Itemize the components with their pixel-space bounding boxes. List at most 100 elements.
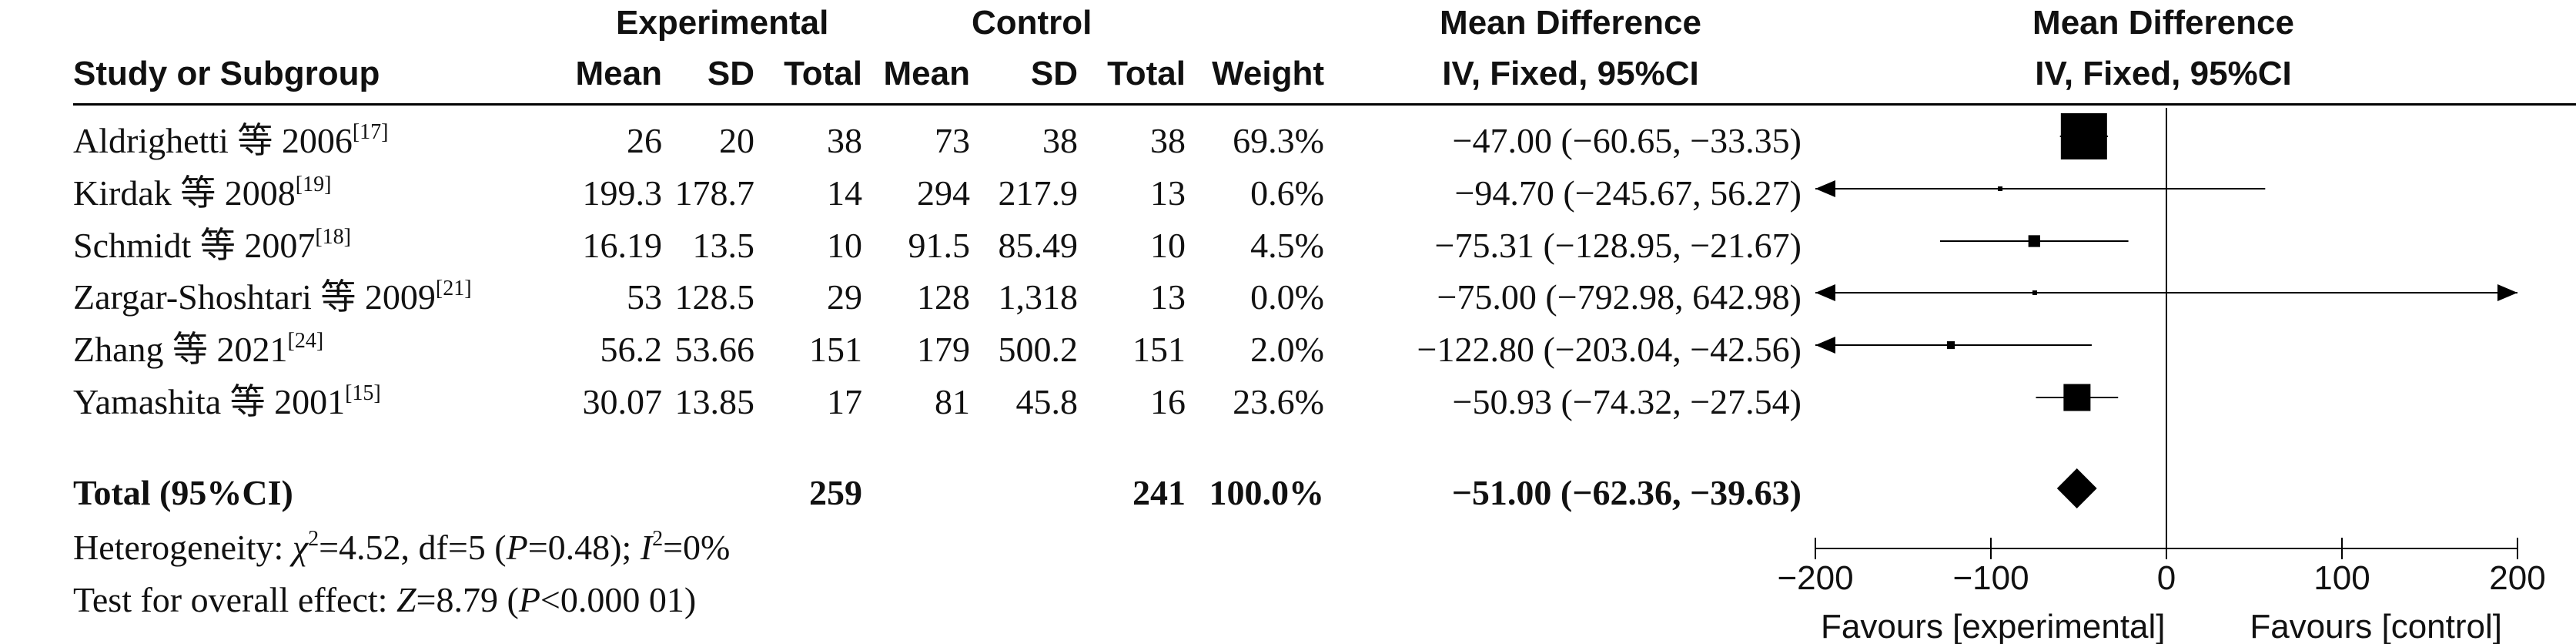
study-reference: [18] (315, 225, 351, 249)
ctrl-mean-cell: 294 (917, 173, 970, 213)
ctrl-sd-cell: 500.2 (998, 330, 1079, 369)
exp-mean-cell: 26 (627, 121, 662, 160)
study-reference: [21] (435, 277, 472, 300)
ctrl-sd-cell: 1,318 (998, 277, 1079, 317)
x-tick-label: 200 (2489, 559, 2545, 597)
exp-sd-cell: 13.85 (674, 382, 755, 421)
total-exp-n: 259 (809, 473, 862, 512)
ctrl-sd-cell: 38 (1042, 121, 1078, 160)
exp-total-cell: 38 (827, 121, 862, 160)
ctrl-total-cell: 38 (1150, 121, 1186, 160)
overall-effect-text: Test for overall effect: Z=8.79 (P<0.000… (73, 580, 697, 619)
total-label: Total (95%CI) (73, 473, 293, 512)
study-reference: [15] (345, 381, 381, 405)
study-reference: [17] (352, 120, 389, 144)
study-point (2063, 384, 2091, 411)
weight-cell: 69.3% (1233, 121, 1324, 160)
ctrl-mean-cell: 128 (917, 277, 970, 317)
exp-total-cell: 29 (827, 277, 862, 317)
ctrl-total-header: Total (1107, 55, 1186, 92)
study-point (1946, 340, 1955, 350)
exp-mean-cell: 16.19 (582, 226, 663, 265)
exp-total-header: Total (784, 55, 862, 92)
weight-cell: 0.6% (1250, 173, 1324, 213)
x-tick-label: 0 (2157, 559, 2176, 597)
ctrl-mean-cell: 179 (917, 330, 970, 369)
weight-header: Weight (1212, 55, 1324, 92)
md-ci-cell: −75.00 (−792.98, 642.98) (1437, 277, 1802, 317)
study-name-text: Schmidt 等 2007 (73, 226, 316, 265)
ctrl-total-cell: 10 (1150, 226, 1186, 265)
ctrl-mean-cell: 81 (935, 382, 970, 421)
exp-sd-header: SD (707, 55, 754, 92)
exp-total-cell: 14 (827, 173, 862, 213)
exp-sd-cell: 178.7 (674, 173, 755, 213)
study-name-text: Zhang 等 2021 (73, 330, 288, 369)
study-name-text: Yamashita 等 2001 (73, 382, 346, 421)
exp-sd-cell: 53.66 (674, 330, 755, 369)
exp-mean-cell: 53 (627, 277, 662, 317)
study-reference: [24] (287, 329, 324, 353)
md-ci-cell: −75.31 (−128.95, −21.67) (1434, 226, 1802, 265)
ctrl-total-cell: 151 (1132, 330, 1186, 369)
exp-total-cell: 10 (827, 226, 862, 265)
ctrl-sd-cell: 45.8 (1015, 382, 1079, 421)
md-ci-cell: −94.70 (−245.67, 56.27) (1454, 173, 1802, 213)
study-point (2032, 290, 2037, 295)
study-name-text: Kirdak 等 2008 (73, 173, 296, 213)
ci-arrow-left (1815, 284, 1835, 301)
plot-subtitle: IV, Fixed, 95%CI (2035, 55, 2292, 92)
ci-arrow-left (1815, 337, 1835, 354)
ci-arrow-right (2497, 284, 2517, 301)
study-name: Zargar-Shoshtari 等 2009[21] (73, 277, 472, 317)
weight-cell: 0.0% (1250, 277, 1324, 317)
exp-total-cell: 17 (827, 382, 862, 421)
x-tick-label: −200 (1777, 559, 1853, 597)
exp-sd-cell: 128.5 (674, 277, 755, 317)
study-reference: [19] (295, 173, 332, 196)
total-ci: −51.00 (−62.36, −39.63) (1451, 473, 1802, 512)
exp-sd-cell: 20 (719, 121, 754, 160)
study-point (2060, 113, 2107, 159)
study-name-text: Zargar-Shoshtari 等 2009 (73, 277, 436, 317)
ctrl-mean-header: Mean (883, 55, 970, 92)
x-tick-label: −100 (1952, 559, 2029, 597)
favours-control-label: Favours [control] (2250, 608, 2502, 644)
total-ctrl-n: 241 (1132, 473, 1186, 512)
exp-mean-cell: 56.2 (600, 330, 663, 369)
study-name: Yamashita 等 2001[15] (73, 381, 381, 421)
md-ci-cell: −47.00 (−60.65, −33.35) (1452, 121, 1802, 160)
study-name: Kirdak 等 2008[19] (73, 173, 332, 213)
md-column-subtitle: IV, Fixed, 95%CI (1442, 55, 1699, 92)
plot-title: Mean Difference (2032, 4, 2294, 42)
exp-total-cell: 151 (809, 330, 862, 369)
md-ci-cell: −50.93 (−74.32, −27.54) (1452, 382, 1802, 421)
md-ci-cell: −122.80 (−203.04, −42.56) (1417, 330, 1802, 369)
weight-cell: 2.0% (1250, 330, 1324, 369)
ctrl-sd-cell: 85.49 (998, 226, 1079, 265)
experimental-group-header: Experimental (616, 4, 829, 42)
ctrl-total-cell: 13 (1150, 277, 1186, 317)
study-point (1998, 186, 2003, 191)
study-name: Zhang 等 2021[24] (73, 329, 324, 369)
study-column-header: Study or Subgroup (73, 55, 380, 92)
exp-mean-cell: 199.3 (582, 173, 663, 213)
pooled-diamond (2056, 468, 2097, 508)
ctrl-total-cell: 13 (1150, 173, 1186, 213)
exp-sd-cell: 13.5 (692, 226, 755, 265)
ctrl-total-cell: 16 (1150, 382, 1186, 421)
study-point (2028, 235, 2040, 247)
study-name: Aldrighetti 等 2006[17] (73, 120, 389, 160)
control-group-header: Control (972, 4, 1092, 42)
header-rule (73, 103, 2576, 106)
x-tick-label: 100 (2313, 559, 2370, 597)
weight-cell: 23.6% (1233, 382, 1324, 421)
exp-mean-header: Mean (575, 55, 662, 92)
md-column-title: Mean Difference (1440, 4, 1701, 42)
study-name-text: Aldrighetti 等 2006 (73, 121, 353, 160)
weight-cell: 4.5% (1250, 226, 1324, 265)
ctrl-mean-cell: 91.5 (908, 226, 971, 265)
ctrl-sd-header: SD (1030, 55, 1078, 92)
study-name: Schmidt 等 2007[18] (73, 225, 351, 265)
